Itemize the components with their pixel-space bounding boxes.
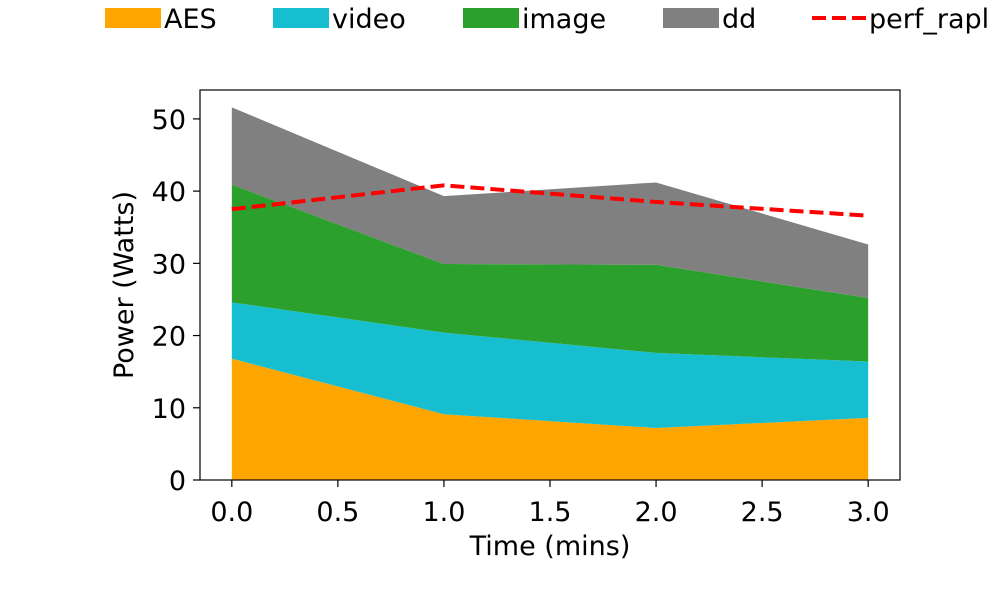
legend-item-dd: dd (663, 4, 756, 35)
legend-label: AES (164, 4, 217, 35)
legend: AES video image dd perf_rapl (105, 4, 989, 35)
y-axis-label: Power (Watts) (109, 191, 140, 379)
legend-item-image: image (463, 4, 606, 35)
legend-swatch (463, 8, 519, 28)
y-tick-label: 40 (152, 177, 186, 208)
area-image (231, 184, 869, 362)
legend-swatch (663, 8, 719, 28)
plot-areas (231, 107, 869, 480)
x-tick-label: 0.5 (316, 497, 359, 528)
y-tick-label: 10 (152, 394, 186, 425)
y-tick-label: 50 (152, 105, 186, 136)
x-tick-label: 0.0 (210, 497, 253, 528)
x-tick-label: 2.0 (635, 497, 678, 528)
x-axis: 0.0 0.5 1.0 1.5 2.0 2.5 3.0 (210, 480, 890, 528)
x-tick-label: 1.5 (529, 497, 572, 528)
line-perf-rapl (231, 183, 869, 218)
y-tick-label: 20 (152, 322, 186, 353)
legend-swatch (273, 8, 329, 28)
legend-item-aes: AES (105, 4, 217, 35)
legend-label: perf_rapl (869, 4, 989, 35)
x-tick-label: 3.0 (847, 497, 890, 528)
x-tick-label: 1.0 (422, 497, 465, 528)
area-aes (231, 358, 869, 480)
legend-item-video: video (273, 4, 406, 35)
y-tick-label: 0 (169, 466, 186, 497)
legend-label: dd (722, 4, 756, 35)
x-axis-label: Time (mins) (469, 531, 631, 562)
legend-swatch (105, 8, 161, 28)
x-tick-label: 2.5 (741, 497, 784, 528)
legend-item-perf-rapl: perf_rapl (812, 4, 989, 35)
y-tick-label: 30 (152, 249, 186, 280)
legend-label: video (332, 4, 406, 35)
legend-label: image (522, 4, 606, 35)
plot-lines (231, 183, 869, 218)
area-video (231, 302, 869, 428)
y-axis: 0 10 20 30 40 50 (152, 105, 200, 497)
area-dd (231, 107, 869, 298)
